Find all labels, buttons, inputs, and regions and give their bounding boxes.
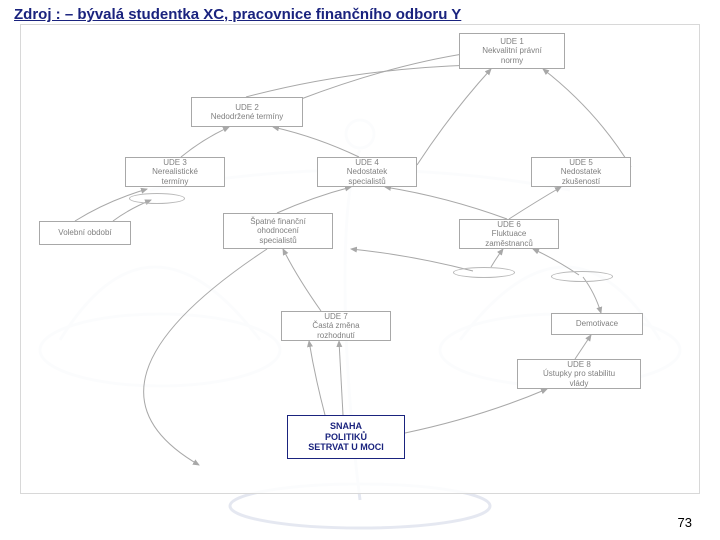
node-demot: Demotivace xyxy=(551,313,643,335)
node-text: UDE 3 xyxy=(163,158,187,167)
node-text: zkušeností xyxy=(562,177,600,186)
node-text: specialistů xyxy=(259,236,296,245)
node-text: specialistů xyxy=(348,177,385,186)
edge xyxy=(309,341,325,415)
node-text: UDE 5 xyxy=(569,158,593,167)
node-ude1: UDE 1Nekvalitní právnínormy xyxy=(459,33,565,69)
edge xyxy=(417,69,491,165)
edge xyxy=(301,53,469,99)
edge xyxy=(385,187,507,219)
edge xyxy=(575,335,591,359)
node-text: POLITIKŮ xyxy=(325,432,367,442)
node-text: termíny xyxy=(162,177,189,186)
node-ude8: UDE 8Ústupky pro stabilituvlády xyxy=(517,359,641,389)
node-text: Volební období xyxy=(58,228,111,237)
node-text: normy xyxy=(501,56,523,65)
connector-ellipse xyxy=(551,271,613,282)
node-text: UDE 7 xyxy=(324,312,348,321)
edge xyxy=(339,341,343,415)
node-text: UDE 6 xyxy=(497,220,521,229)
node-text: SNAHA xyxy=(330,421,362,431)
node-text: Častá změna xyxy=(312,321,359,330)
edge xyxy=(351,249,473,271)
edge xyxy=(181,127,229,157)
node-vol: Volební období xyxy=(39,221,131,245)
node-text: SETRVAT U MOCI xyxy=(308,442,384,452)
edge xyxy=(277,187,351,213)
page-number: 73 xyxy=(678,515,692,530)
node-ude4: UDE 4Nedostatekspecialistů xyxy=(317,157,417,187)
node-text: UDE 8 xyxy=(567,360,591,369)
edge xyxy=(246,65,473,97)
edge xyxy=(273,127,359,157)
node-text: Nedostatek xyxy=(561,167,601,176)
node-text: Demotivace xyxy=(576,319,618,328)
node-text: ohodnocení xyxy=(257,226,299,235)
node-text: Nedostatek xyxy=(347,167,387,176)
node-text: Špatné finanční xyxy=(250,217,306,226)
node-text: vlády xyxy=(570,379,589,388)
edge xyxy=(144,249,267,465)
edge xyxy=(405,389,547,433)
node-ude5: UDE 5Nedostatekzkušeností xyxy=(531,157,631,187)
node-text: Nedodržené termíny xyxy=(211,112,283,121)
edge xyxy=(491,249,503,267)
node-text: Fluktuace xyxy=(492,229,527,238)
source-header: Zdroj : – bývalá studentka XC, pracovnic… xyxy=(14,6,461,23)
node-root: SNAHAPOLITIKŮSETRVAT U MOCI xyxy=(287,415,405,459)
node-text: UDE 2 xyxy=(235,103,259,112)
node-spat: Špatné finančníohodnoceníspecialistů xyxy=(223,213,333,249)
edge xyxy=(543,69,631,167)
node-ude3: UDE 3Nerealistickétermíny xyxy=(125,157,225,187)
node-text: zaměstnanců xyxy=(485,239,533,248)
node-ude6: UDE 6Fluktuacezaměstnanců xyxy=(459,219,559,249)
node-text: Nerealistické xyxy=(152,167,198,176)
connector-ellipse xyxy=(129,193,185,204)
edge xyxy=(509,187,561,219)
node-ude7: UDE 7Častá změnarozhodnutí xyxy=(281,311,391,341)
node-ude2: UDE 2Nedodržené termíny xyxy=(191,97,303,127)
edge xyxy=(283,249,321,311)
connector-ellipse xyxy=(453,267,515,278)
node-text: UDE 4 xyxy=(355,158,379,167)
crt-diagram: UDE 1Nekvalitní právnínormy UDE 2Nedodrže… xyxy=(20,24,700,494)
header-text: Zdroj : – bývalá studentka XC, pracovnic… xyxy=(14,6,461,23)
edge xyxy=(583,277,601,313)
node-text: Nekvalitní právní xyxy=(482,46,542,55)
node-text: rozhodnutí xyxy=(317,331,355,340)
node-text: Ústupky pro stabilitu xyxy=(543,369,615,378)
node-text: UDE 1 xyxy=(500,37,524,46)
